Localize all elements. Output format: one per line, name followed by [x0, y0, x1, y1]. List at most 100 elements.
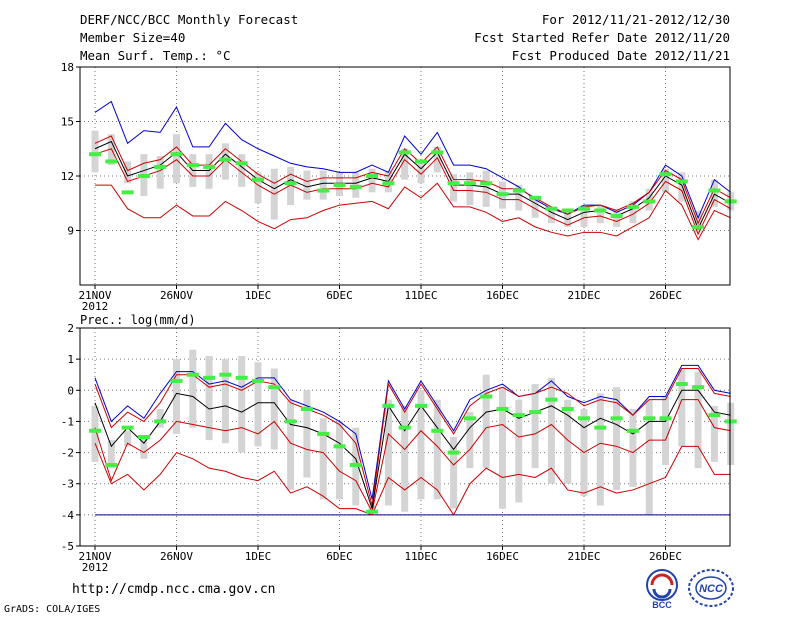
- spread-box: [629, 408, 637, 487]
- observation-mark: [154, 164, 167, 169]
- spread-box: [433, 146, 441, 173]
- observation-mark: [578, 206, 590, 211]
- observation-mark: [105, 159, 118, 164]
- observation-mark: [578, 416, 590, 421]
- observation-mark: [382, 181, 395, 186]
- spread-box: [450, 174, 458, 202]
- observation-mark: [610, 416, 623, 421]
- observation-mark: [545, 397, 558, 402]
- spread-box: [694, 371, 702, 469]
- plus-std-line: [94, 135, 731, 225]
- spread-box: [254, 362, 262, 447]
- spread-box: [91, 405, 99, 462]
- plot-frame: [79, 327, 731, 547]
- spread-box: [645, 399, 653, 515]
- spread-box: [580, 205, 588, 227]
- year-label: 2012: [82, 561, 109, 574]
- x-tick-label: 6DEC: [326, 550, 353, 563]
- observation-mark: [594, 425, 607, 430]
- precipitation-panel: -5 -4 -3 -2 -1 0 1 2 21NOV 26NOV 1DEC 6DEC 11DEC 16DE…: [61, 313, 737, 574]
- observation-mark: [121, 425, 134, 430]
- x-tick-label: 16DEC: [486, 550, 519, 563]
- spread-box: [221, 359, 229, 444]
- observation-mark: [610, 213, 623, 218]
- observation-mark: [398, 425, 411, 430]
- observation-mark: [431, 150, 444, 155]
- spread-box: [629, 201, 637, 224]
- spread-box: [91, 130, 99, 173]
- observation-mark: [463, 181, 476, 186]
- observation-mark: [626, 428, 639, 433]
- observation-mark: [349, 463, 362, 468]
- observation-mark: [349, 184, 362, 189]
- spread-box: [466, 172, 474, 206]
- min-line: [94, 443, 731, 516]
- observation-mark: [463, 416, 476, 421]
- observation-mark: [561, 208, 574, 213]
- bcc-logo: BCC: [646, 569, 678, 610]
- source-url[interactable]: http://cmdp.ncc.cma.gov.cn: [72, 582, 276, 597]
- observation-mark: [480, 394, 493, 399]
- observation-mark: [643, 199, 656, 204]
- spread-box: [564, 399, 572, 484]
- spread-box: [270, 368, 278, 450]
- observation-mark: [219, 372, 232, 377]
- spread-box: [678, 172, 686, 202]
- x-tick-label: 21NOV: [78, 289, 111, 302]
- observation-mark: [235, 161, 248, 166]
- spread-box: [450, 437, 458, 509]
- observation-mark: [415, 403, 427, 408]
- observation-mark: [252, 177, 264, 182]
- observation-mark: [398, 150, 411, 155]
- spread-box: [189, 349, 197, 428]
- ensemble-mean-line: [94, 140, 731, 230]
- x-tick-label: 16DEC: [486, 289, 519, 302]
- observation-mark: [447, 450, 460, 455]
- forecast-period: For 2012/11/21-2012/12/30: [541, 12, 730, 27]
- observation-mark: [692, 385, 705, 390]
- observation-mark: [626, 204, 639, 209]
- spread-box: [417, 161, 425, 184]
- spread-box: [319, 170, 327, 200]
- observation-mark: [529, 195, 542, 200]
- spread-box: [678, 368, 686, 447]
- spread-box: [173, 359, 180, 434]
- y-tick-label: 0: [67, 384, 74, 397]
- minus-std-line: [94, 399, 731, 514]
- y-tick-label: 18: [61, 61, 74, 74]
- spread-box: [547, 377, 555, 484]
- y-tick-label: 2: [67, 322, 74, 335]
- x-tick-label: 21DEC: [567, 550, 600, 563]
- spread-box: [124, 161, 132, 184]
- y-tick-label: -5: [61, 540, 74, 553]
- y-tick-label: -4: [61, 509, 75, 522]
- observation-mark: [529, 410, 542, 415]
- spread-box: [466, 412, 474, 469]
- observation-mark: [154, 419, 167, 424]
- x-tick-label: 1DEC: [245, 289, 272, 302]
- observation-mark: [105, 463, 118, 468]
- observation-mark: [675, 382, 688, 387]
- precip-axis-label: Prec.: log(mm/d): [80, 313, 196, 327]
- fcst-produced-date: Fcst Produced Date 2012/11/21: [511, 48, 730, 63]
- spread-box: [140, 437, 148, 459]
- y-tick-label: 9: [67, 225, 74, 238]
- spread-box: [515, 185, 523, 211]
- spread-box: [287, 166, 295, 206]
- fcst-started-date: Fcst Started Refer Date 2012/11/20: [474, 30, 730, 45]
- spread-box: [287, 399, 295, 490]
- observation-mark: [512, 188, 525, 193]
- observation-mark: [333, 183, 346, 188]
- spread-box: [482, 374, 490, 469]
- observation-mark: [512, 413, 525, 418]
- observation-mark: [89, 428, 101, 433]
- observation-mark: [496, 406, 509, 411]
- spread-box: [662, 396, 669, 466]
- y-tick-label: 12: [61, 170, 74, 183]
- observation-mark: [186, 372, 199, 377]
- observation-mark: [137, 174, 150, 178]
- observation-mark: [561, 406, 574, 411]
- spread-box: [107, 440, 115, 469]
- spread-box: [482, 170, 490, 207]
